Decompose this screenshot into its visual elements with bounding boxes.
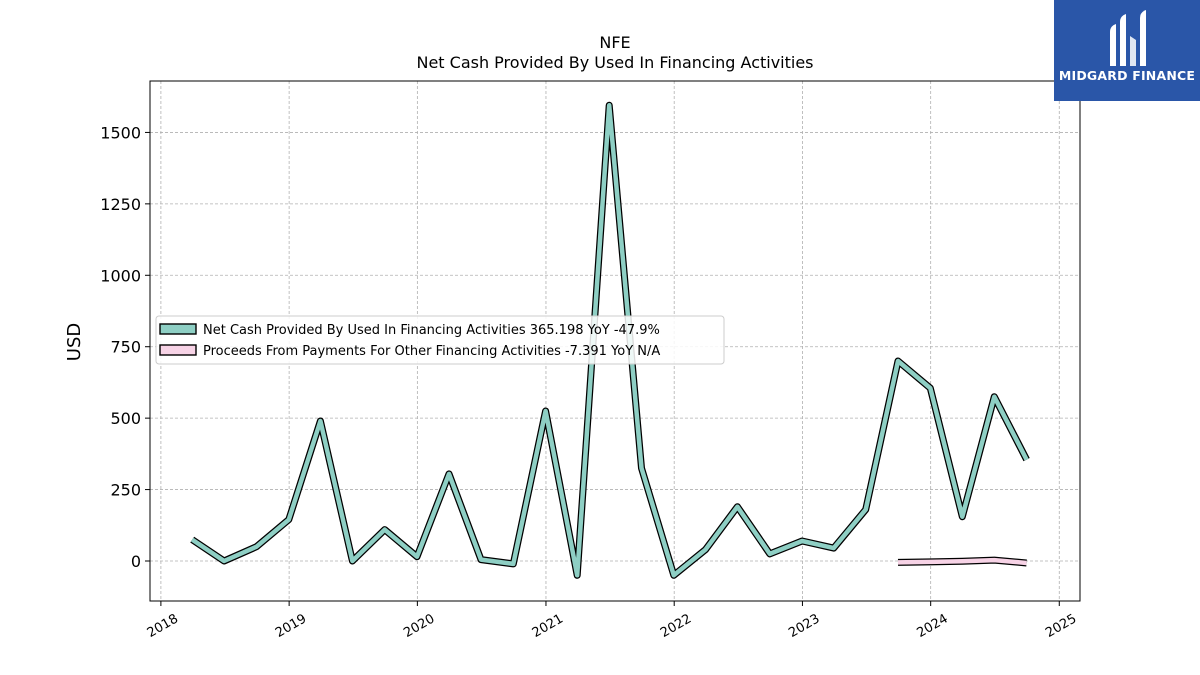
series-1	[190, 101, 1030, 579]
midgard-logo-icon	[1110, 10, 1146, 66]
y-axis-label: USD	[64, 323, 85, 361]
y-axis-ticks: 0 250 500 750 1000 1250 1500	[100, 123, 150, 571]
legend-label: Proceeds From Payments For Other Financi…	[203, 344, 660, 359]
x-axis-ticks: 2018 2019 2020 2021 2022 2023 2024 2025	[145, 601, 1079, 641]
legend-swatch	[159, 323, 197, 335]
y-tick-label: 1000	[100, 266, 141, 285]
y-tick-label: 250	[110, 481, 141, 500]
series-line	[897, 557, 1027, 566]
x-tick-label: 2020	[401, 611, 437, 641]
x-tick-label: 2024	[915, 611, 951, 641]
x-tick-label: 2018	[145, 611, 181, 641]
series-layer	[190, 101, 1030, 579]
y-tick-label: 0	[131, 552, 141, 571]
chart-subtitle: Net Cash Provided By Used In Financing A…	[416, 53, 813, 72]
legend-label: Net Cash Provided By Used In Financing A…	[203, 323, 660, 338]
y-tick-label: 750	[110, 338, 141, 357]
brand-name: MIDGARD FINANCE	[1058, 68, 1196, 83]
y-tick-label: 1250	[100, 195, 141, 214]
x-tick-label: 2025	[1043, 611, 1079, 641]
legend-box	[155, 315, 725, 365]
x-tick-label: 2019	[273, 611, 309, 641]
legend-swatch	[159, 344, 197, 356]
brand-logo: MIDGARD FINANCE	[1054, 0, 1200, 101]
series-2	[897, 556, 1027, 567]
y-tick-label: 1500	[100, 123, 141, 142]
x-tick-label: 2021	[530, 611, 566, 641]
x-tick-label: 2023	[786, 611, 822, 641]
y-tick-label: 500	[110, 409, 141, 428]
legend: Net Cash Provided By Used In Financing A…	[155, 315, 725, 365]
x-tick-label: 2022	[658, 611, 694, 641]
series-line	[190, 103, 1029, 578]
plot-frame	[149, 80, 1081, 602]
chart-title: NFE	[599, 33, 630, 52]
